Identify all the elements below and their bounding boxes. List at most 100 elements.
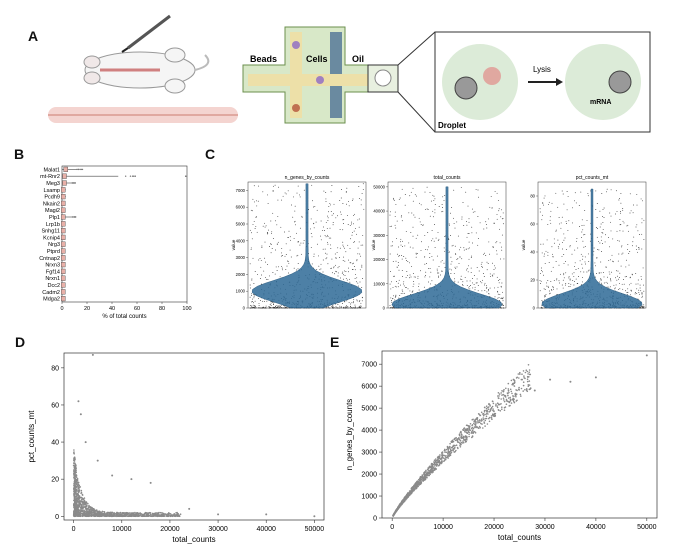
- jitter-point: [255, 200, 257, 202]
- jitter-point: [628, 284, 630, 286]
- y-axis-label: pct_counts_mt: [27, 410, 36, 463]
- scatter-point: [76, 505, 79, 508]
- category-label-malat1: Malat1: [43, 167, 60, 173]
- jitter-point: [548, 201, 550, 203]
- jitter-point: [279, 307, 281, 309]
- scatter-point: [73, 511, 75, 514]
- scatter-point: [96, 514, 99, 516]
- jitter-point: [390, 297, 392, 299]
- jitter-point: [449, 224, 450, 226]
- jitter-point: [273, 304, 275, 306]
- jitter-point: [568, 283, 570, 285]
- jitter-point: [483, 252, 485, 254]
- jitter-point: [348, 267, 349, 269]
- jitter-point: [284, 192, 286, 194]
- jitter-point: [361, 266, 363, 268]
- jitter-point: [620, 212, 622, 214]
- scatter-point: [481, 423, 483, 425]
- jitter-point: [619, 230, 621, 232]
- jitter-point: [327, 234, 328, 236]
- jitter-point: [340, 211, 342, 213]
- jitter-point: [427, 209, 429, 210]
- jitter-point: [348, 259, 349, 261]
- scatter-point: [106, 513, 109, 515]
- jitter-point: [582, 258, 584, 260]
- jitter-point: [400, 241, 402, 243]
- box: [61, 282, 66, 288]
- jitter-point: [461, 258, 463, 260]
- jitter-point: [470, 285, 472, 286]
- scatter-point: [85, 514, 88, 516]
- jitter-point: [477, 216, 479, 217]
- jitter-point: [558, 280, 560, 282]
- jitter-point: [263, 301, 265, 302]
- scatter-point: [178, 514, 180, 516]
- jitter-point: [401, 188, 403, 190]
- jitter-point: [335, 217, 337, 219]
- jitter-point: [314, 206, 316, 208]
- jitter-point: [410, 276, 412, 278]
- jitter-point: [404, 194, 406, 195]
- y-tick-label: 10000: [373, 281, 385, 286]
- jitter-point: [252, 198, 254, 200]
- jitter-point: [503, 258, 505, 260]
- jitter-point: [627, 291, 629, 293]
- jitter-point: [399, 255, 400, 257]
- jitter-point: [488, 241, 490, 243]
- scatter-point: [82, 506, 85, 509]
- scatter-point: [79, 502, 82, 504]
- jitter-point: [622, 220, 624, 222]
- scatter-point: [445, 454, 447, 457]
- jitter-point: [320, 239, 322, 241]
- scatter-point: [105, 512, 107, 515]
- scatter-point: [144, 512, 146, 515]
- jitter-point: [311, 184, 313, 186]
- jitter-point: [270, 252, 272, 254]
- jitter-point: [391, 301, 393, 303]
- jitter-point: [256, 231, 258, 233]
- box: [61, 234, 66, 240]
- jitter-point: [287, 260, 289, 262]
- jitter-point: [354, 213, 356, 215]
- jitter-point: [541, 299, 543, 301]
- jitter-point: [329, 202, 331, 204]
- jitter-point: [615, 284, 617, 286]
- jitter-point: [625, 266, 627, 268]
- jitter-point: [468, 285, 470, 287]
- jitter-point: [556, 279, 558, 281]
- jitter-point: [581, 225, 583, 226]
- jitter-point: [281, 247, 283, 249]
- jitter-point: [639, 307, 641, 309]
- jitter-point: [350, 307, 352, 309]
- jitter-point: [297, 241, 299, 243]
- jitter-point: [358, 186, 360, 187]
- jitter-point: [600, 272, 602, 274]
- jitter-point: [578, 205, 580, 206]
- jitter-point: [594, 262, 596, 264]
- jitter-point: [350, 238, 352, 240]
- jitter-point: [423, 286, 425, 288]
- jitter-point: [549, 292, 551, 294]
- jitter-point: [539, 208, 541, 210]
- scatter-point: [75, 483, 78, 486]
- panel-e-label: E: [330, 334, 340, 350]
- box: [61, 262, 66, 268]
- jitter-point: [481, 261, 483, 263]
- y-tick-label: 40: [51, 440, 59, 447]
- jitter-point: [253, 185, 255, 187]
- jitter-point: [350, 303, 352, 305]
- jitter-point: [461, 218, 463, 220]
- jitter-point: [253, 305, 255, 307]
- panel-b-chart: Malat1mt-Rnr2Meg3LsampPcdh9Nkain2Magi2Pl…: [39, 165, 192, 320]
- jitter-point: [618, 278, 619, 280]
- jitter-point: [501, 234, 503, 236]
- scatter-point: [138, 512, 140, 515]
- jitter-point: [545, 293, 547, 295]
- jitter-point: [351, 263, 353, 265]
- jitter-point: [441, 211, 443, 213]
- flier-point: [80, 168, 83, 171]
- jitter-point: [471, 226, 473, 228]
- jitter-point: [335, 256, 337, 258]
- scatter-point: [90, 510, 92, 512]
- jitter-point: [410, 191, 412, 193]
